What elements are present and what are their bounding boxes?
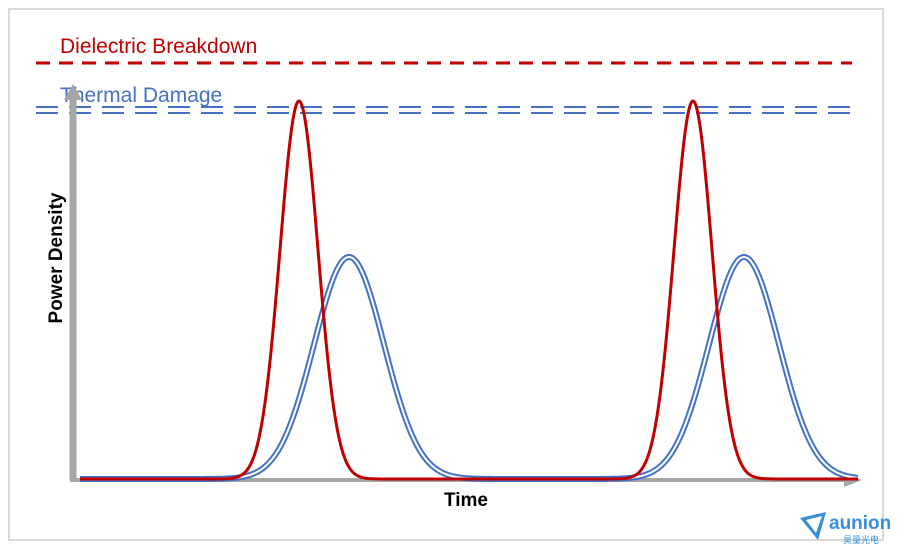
thermal-damage-threshold — [36, 106, 852, 114]
x-axis-label: Time — [444, 490, 488, 511]
aunion-logo: aunion 昊量光电 — [800, 512, 891, 545]
long-pulse-curve-inner — [80, 256, 859, 480]
logo-subtitle: 昊量光电 — [843, 534, 879, 545]
short-pulse-curve — [79, 99, 859, 481]
y-axis-label: Power Density — [46, 192, 67, 323]
long-pulses — [78, 254, 860, 482]
thermal-damage-label: Thermal Damage — [60, 84, 222, 107]
diagram-frame — [8, 8, 884, 541]
long-pulse-curve — [78, 254, 860, 482]
y-axis-arrow — [64, 84, 82, 100]
short-pulses — [79, 99, 859, 481]
dielectric-breakdown-label: Dielectric Breakdown — [60, 35, 257, 58]
logo-name: aunion — [829, 513, 891, 534]
